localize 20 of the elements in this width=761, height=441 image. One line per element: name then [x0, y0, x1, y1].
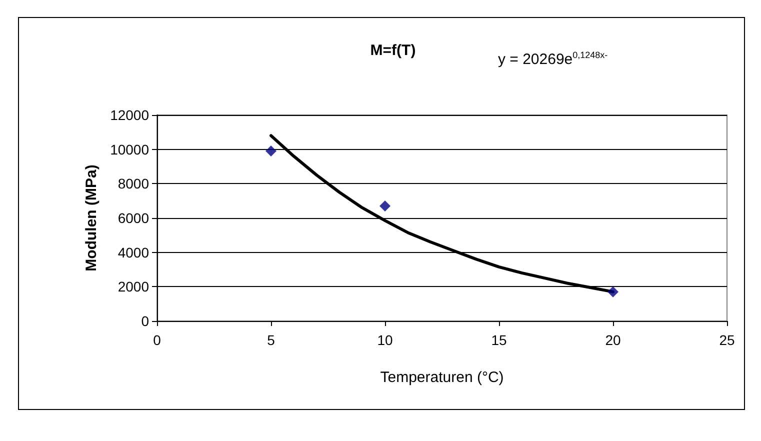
x-tick-label: 0: [153, 332, 162, 348]
point: [608, 286, 618, 298]
x-axis-title: Temperaturen (°C): [380, 369, 504, 386]
x-tick-label: 10: [377, 332, 393, 348]
x-tick-label: 20: [605, 332, 621, 348]
y-axis-title: Modulen (MPa): [83, 164, 100, 272]
x-tick-label: 25: [719, 332, 735, 348]
chart-title: M=f(T): [370, 42, 416, 59]
x-tick-label: 5: [267, 332, 276, 348]
point: [266, 146, 276, 157]
y-tick-label: 8000: [118, 176, 150, 192]
y-tick-label: 4000: [118, 244, 150, 260]
y-tick-label: 6000: [118, 210, 150, 226]
point: [380, 200, 390, 212]
y-tick-label: 12000: [110, 107, 150, 123]
y-tick-label: 2000: [118, 278, 150, 295]
x-tick-label: 15: [491, 332, 507, 348]
text: y = 20269e$^{0,1248x-}$: [498, 50, 608, 68]
y-tick-label: 10000: [110, 141, 150, 158]
y-tick-label: 0: [141, 313, 150, 329]
